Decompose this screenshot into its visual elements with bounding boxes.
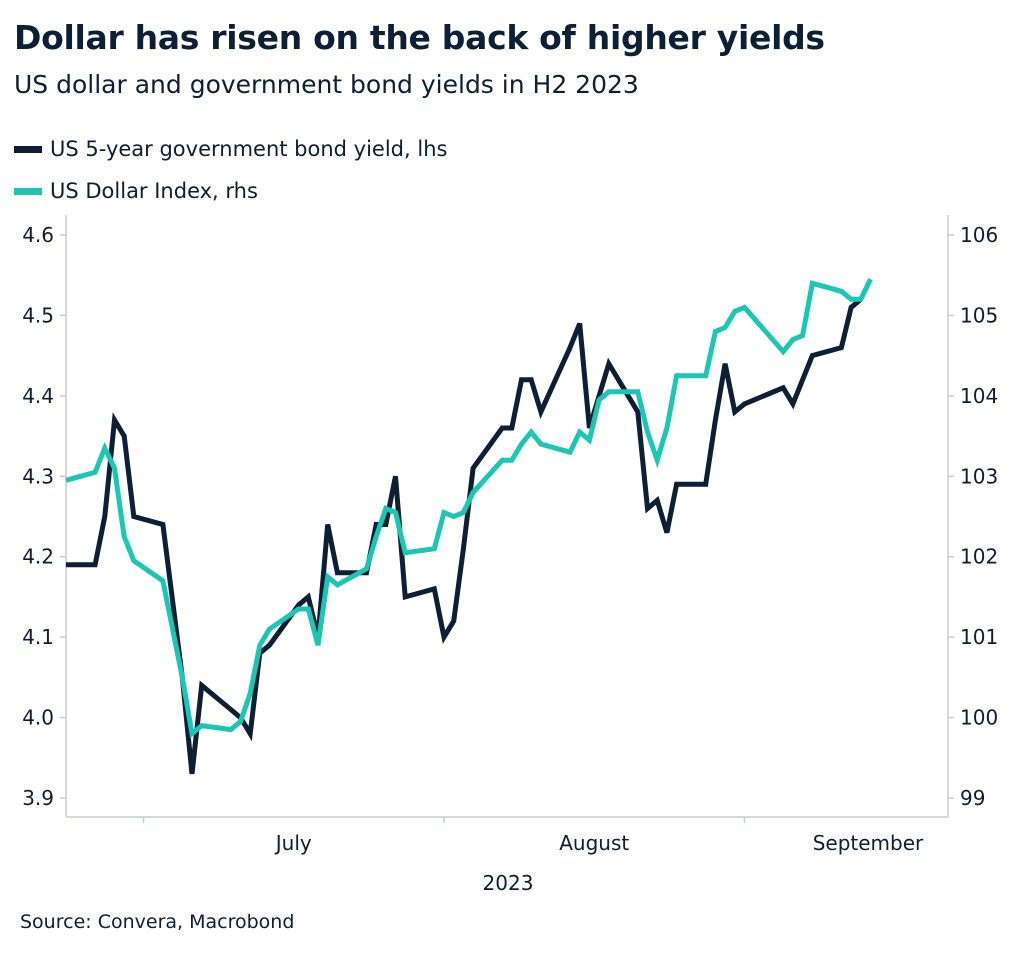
- series-line-dollar: [65, 278, 873, 739]
- y-left-tick-label: 4.3: [22, 464, 54, 488]
- legend-item-yield: US 5-year government bond yield, lhs: [14, 128, 447, 170]
- legend-swatch-dollar: [14, 187, 42, 195]
- y-left-tick-label: 3.9: [22, 786, 54, 810]
- y-right-tick-label: 105: [960, 303, 998, 327]
- y-right-tick-label: 104: [960, 384, 998, 408]
- chart-series: [65, 278, 873, 775]
- y-left-tick-label: 4.1: [22, 625, 54, 649]
- chart-title: Dollar has risen on the back of higher y…: [14, 18, 825, 57]
- y-left-tick-label: 4.2: [22, 545, 54, 569]
- y-right-tick-label: 103: [960, 464, 998, 488]
- y-right-tick-label: 99: [960, 786, 985, 810]
- y-left-tick-label: 4.4: [22, 384, 54, 408]
- y-left-tick-label: 4.6: [22, 223, 54, 247]
- legend-label-yield: US 5-year government bond yield, lhs: [50, 137, 448, 161]
- y-left-tick-label: 4.5: [22, 303, 54, 327]
- y-right-tick-label: 100: [960, 706, 998, 730]
- y-right-tick-label: 102: [960, 545, 998, 569]
- y-right-tick-label: 101: [960, 625, 998, 649]
- y-left-tick-label: 4.0: [22, 706, 54, 730]
- series-line-yield: [66, 297, 863, 775]
- chart-axes: [60, 215, 954, 823]
- legend: US 5-year government bond yield, lhs US …: [14, 128, 447, 212]
- x-month-label: July: [274, 831, 312, 855]
- chart-subtitle: US dollar and government bond yields in …: [14, 70, 639, 99]
- chart-labels: 4.6 4.5 4.4 4.3 4.2 4.1 4.0 3.9 106 105 104 103 102 1…: [22, 223, 998, 895]
- legend-swatch-yield: [14, 145, 42, 153]
- x-axis-label: 2023: [483, 871, 534, 895]
- source-note: Source: Convera, Macrobond: [20, 911, 295, 933]
- legend-item-dollar: US Dollar Index, rhs: [14, 170, 447, 212]
- y-right-tick-label: 106: [960, 223, 998, 247]
- legend-label-dollar: US Dollar Index, rhs: [50, 179, 258, 203]
- x-month-label: September: [813, 831, 924, 855]
- x-month-label: August: [559, 831, 629, 855]
